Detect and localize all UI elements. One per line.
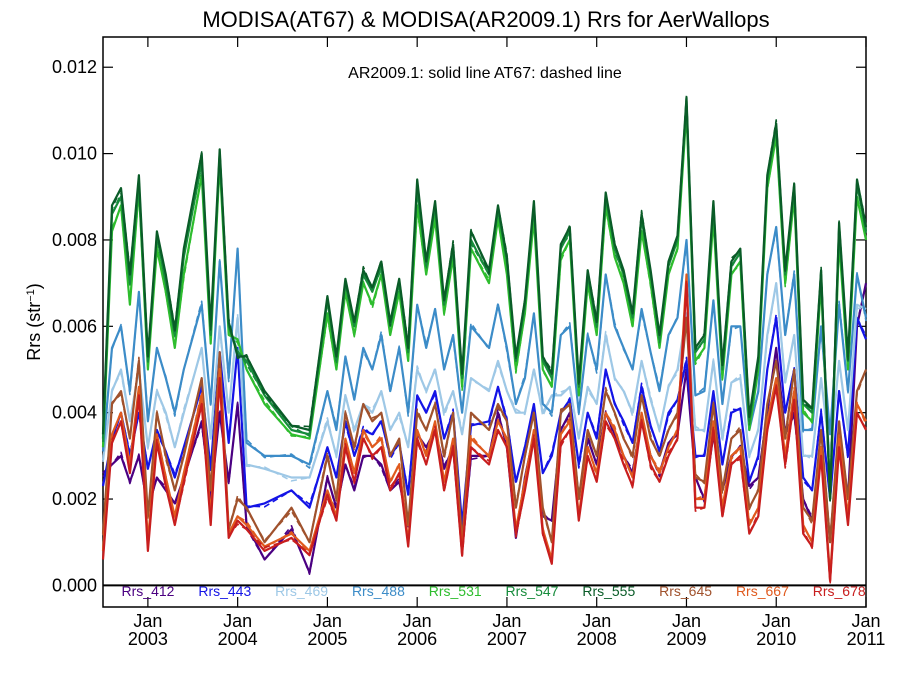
legend-entry-rrs-443: Rrs_443 <box>198 583 251 599</box>
series-line-rrs-678-solid <box>101 282 867 583</box>
y-tick-label: 0.012 <box>52 57 97 77</box>
plot-frame <box>102 36 867 608</box>
line-style-annotation: AR2009.1: solid line AT67: dashed line <box>348 65 622 82</box>
series-line-rrs-469-dashed <box>102 282 867 482</box>
y-tick-label: 0.004 <box>52 403 97 423</box>
series-line-rrs-678-dashed <box>102 280 867 586</box>
y-tick-label: 0.006 <box>52 316 97 336</box>
legend-entry-rrs-667: Rrs_667 <box>736 583 789 599</box>
x-tick-label-month: Jan <box>492 611 521 631</box>
x-tick-label-year: 2003 <box>128 629 168 649</box>
x-tick-label-year: 2006 <box>397 629 437 649</box>
legend-entry-rrs-645: Rrs_645 <box>659 583 712 599</box>
x-tick-label-year: 2005 <box>307 629 347 649</box>
y-tick-label: 0.010 <box>52 144 97 164</box>
legend-entry-rrs-531: Rrs_531 <box>429 583 482 599</box>
x-axis-ticks: Jan2003Jan2004Jan2005Jan2006Jan2007Jan20… <box>128 37 886 649</box>
x-tick-label-year: 2010 <box>756 629 796 649</box>
y-tick-label: 0.000 <box>52 575 97 595</box>
x-tick-label-month: Jan <box>133 611 162 631</box>
legend-entry-rrs-469: Rrs_469 <box>275 583 328 599</box>
y-axis-label-base: Rrs (str <box>24 302 44 361</box>
legend-entry-rrs-555: Rrs_555 <box>582 583 635 599</box>
x-tick-label-month: Jan <box>672 611 701 631</box>
x-tick-label-year: 2004 <box>218 629 258 649</box>
x-tick-label-month: Jan <box>403 611 432 631</box>
chart-title: MODISA(AT67) & MODISA(AR2009.1) Rrs for … <box>202 7 769 32</box>
x-tick-label-year: 2009 <box>666 629 706 649</box>
y-axis-ticks: 0.000 0.002 0.004 0.006 0.008 0.010 0.012 <box>52 57 866 595</box>
x-tick-label-year: 2011 <box>847 629 886 649</box>
legend-entry-rrs-678: Rrs_678 <box>813 583 866 599</box>
series-line-rrs-488-dashed <box>102 229 867 469</box>
y-axis-label: Rrs (str−1) <box>24 283 44 361</box>
x-tick-label-month: Jan <box>582 611 611 631</box>
legend-entry-rrs-412: Rrs_412 <box>122 583 175 599</box>
y-axis-label-superscript: −1 <box>25 289 37 302</box>
x-tick-label-year: 2008 <box>577 629 617 649</box>
series-line-rrs-443-dashed <box>102 313 867 528</box>
y-axis-label-close: ) <box>24 283 44 289</box>
y-tick-label: 0.008 <box>52 230 97 250</box>
legend: Rrs_412 Rrs_443 Rrs_469 Rrs_488 Rrs_531 Rrs_5… <box>122 583 866 599</box>
series-line-rrs-531-dashed <box>102 107 867 504</box>
x-tick-label-month: Jan <box>223 611 252 631</box>
x-tick-label-year: 2007 <box>487 629 527 649</box>
y-tick-label: 0.002 <box>52 489 97 509</box>
legend-entry-rrs-488: Rrs_488 <box>352 583 405 599</box>
x-tick-label-month: Jan <box>762 611 791 631</box>
x-tick-label-month: Jan <box>313 611 342 631</box>
x-tick-label-month: Jan <box>851 611 880 631</box>
series-line-rrs-555-dashed <box>102 93 867 502</box>
legend-entry-rrs-547: Rrs_547 <box>506 583 559 599</box>
series-lines <box>101 93 868 586</box>
